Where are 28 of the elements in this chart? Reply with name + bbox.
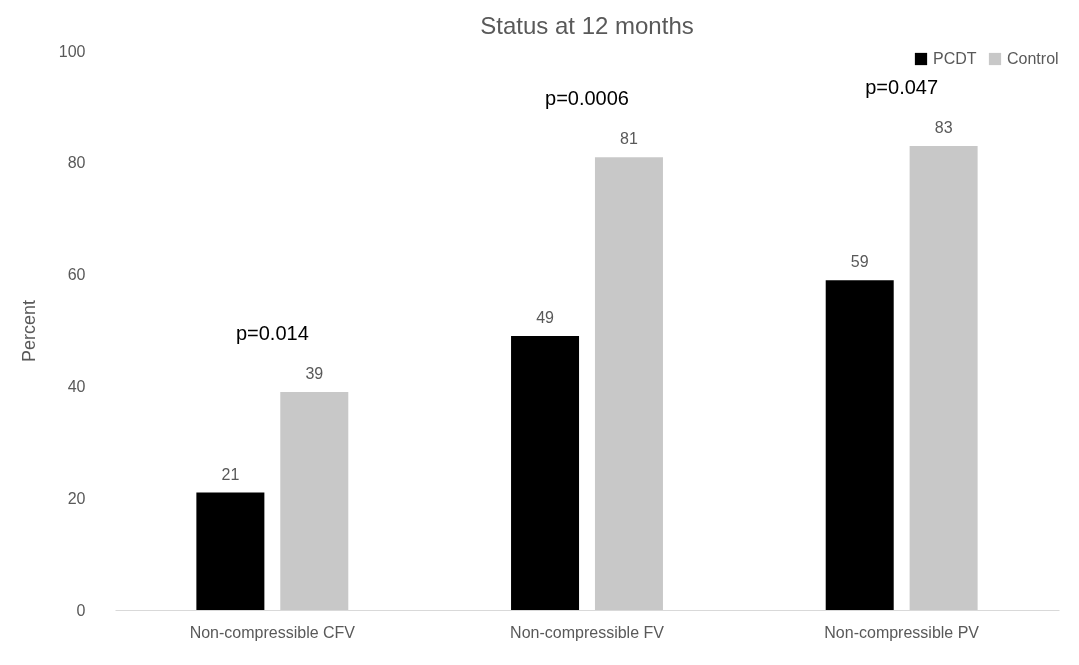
bar (825, 280, 894, 610)
legend-label: Control (1007, 50, 1059, 67)
y-tick-label: 20 (67, 489, 86, 507)
y-axis-title: Percent (18, 299, 39, 363)
bar (280, 391, 349, 610)
data-label: 83 (934, 119, 953, 137)
data-label: 39 (305, 364, 324, 382)
annotation: p=0.014 (235, 321, 309, 344)
annotation: p=0.0006 (545, 87, 629, 110)
y-tick-label: 0 (76, 601, 86, 619)
x-tick-label: Non-compressible PV (824, 623, 980, 641)
x-tick-label: Non-compressible FV (510, 623, 665, 641)
bar (511, 336, 580, 610)
legend-label: PCDT (933, 50, 977, 67)
data-label: 21 (221, 465, 240, 483)
data-label: 49 (536, 309, 555, 327)
y-tick-label: 60 (67, 266, 86, 284)
y-tick-label: 100 (58, 42, 86, 60)
bar (909, 146, 978, 610)
data-label: 81 (620, 130, 638, 148)
data-label: 59 (850, 253, 869, 271)
chart-title: Status at 12 months (480, 12, 694, 39)
annotation: p=0.047 (865, 76, 939, 99)
y-tick-label: 80 (67, 154, 86, 172)
bar (196, 492, 265, 610)
x-tick-label: Non-compressible CFV (189, 623, 356, 641)
y-tick-label: 40 (67, 377, 86, 395)
bar (594, 157, 663, 610)
